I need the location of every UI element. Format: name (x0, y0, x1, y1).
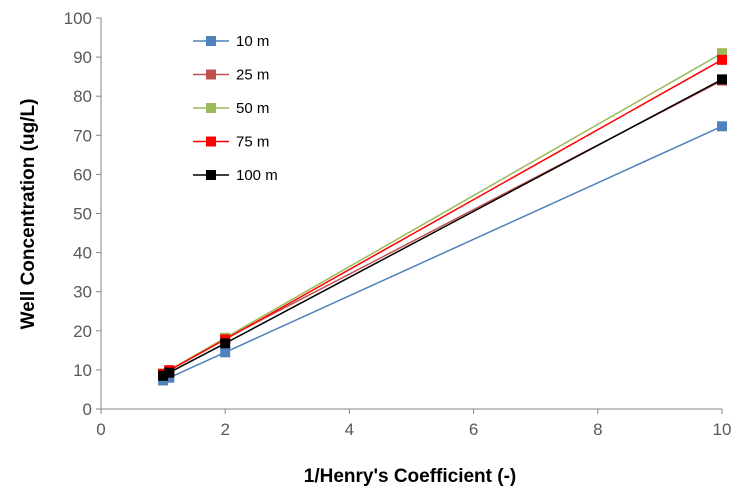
x-tick-label: 10 (713, 420, 732, 439)
y-tick-label: 100 (64, 9, 92, 28)
legend-marker (206, 170, 216, 180)
y-tick-label: 70 (73, 126, 92, 145)
x-tick-label: 4 (345, 420, 354, 439)
legend: 10 m 25 m 50 m 75 m 100 m (193, 33, 278, 184)
x-axis-title: 1/Henry's Coefficient (-) (304, 466, 517, 487)
x-tick-label: 6 (469, 420, 478, 439)
data-point (717, 54, 727, 65)
y-tick-label: 60 (73, 165, 92, 184)
y-tick-label: 0 (83, 400, 92, 419)
series-line (162, 125, 723, 382)
legend-entry: 75 m (193, 134, 269, 151)
data-point (717, 121, 727, 132)
series-layer (158, 48, 727, 386)
series-line (162, 78, 723, 377)
x-tick-label: 0 (96, 420, 105, 439)
legend-label: 50 m (236, 100, 269, 117)
legend-marker (206, 36, 216, 46)
y-tick-label: 90 (73, 48, 92, 67)
y-tick-label: 40 (73, 244, 92, 263)
legend-entry: 25 m (193, 67, 269, 84)
legend-label: 25 m (236, 67, 269, 84)
y-tick-label: 80 (73, 87, 92, 106)
data-point (220, 338, 231, 349)
data-point (164, 372, 175, 383)
data-point (717, 48, 727, 59)
x-tick-label: 2 (220, 420, 229, 439)
legend-marker (206, 136, 216, 147)
legend-marker (206, 103, 216, 113)
data-point (717, 74, 727, 85)
data-point (220, 347, 231, 358)
x-tick-label: 8 (593, 420, 602, 439)
y-tick-label: 10 (73, 361, 92, 380)
y-axis-title: Well Concentration (ug/L) (18, 99, 39, 330)
y-tick-label: 20 (73, 322, 92, 341)
legend-label: 10 m (236, 33, 269, 50)
data-point (158, 370, 169, 381)
axes: 0 10 20 30 40 50 60 70 80 90 100 0 2 4 6 8 10 (64, 9, 732, 439)
legend-entry: 50 m (193, 100, 269, 117)
y-tick-label: 50 (73, 205, 92, 224)
series-10m (158, 121, 727, 386)
series-100m (158, 74, 727, 381)
legend-label: 100 m (236, 167, 278, 184)
data-point (164, 367, 175, 378)
legend-entry: 100 m (193, 167, 278, 184)
y-tick-label: 30 (73, 283, 92, 302)
legend-entry: 10 m (193, 33, 269, 50)
legend-marker (206, 69, 216, 80)
legend-label: 75 m (236, 134, 269, 151)
